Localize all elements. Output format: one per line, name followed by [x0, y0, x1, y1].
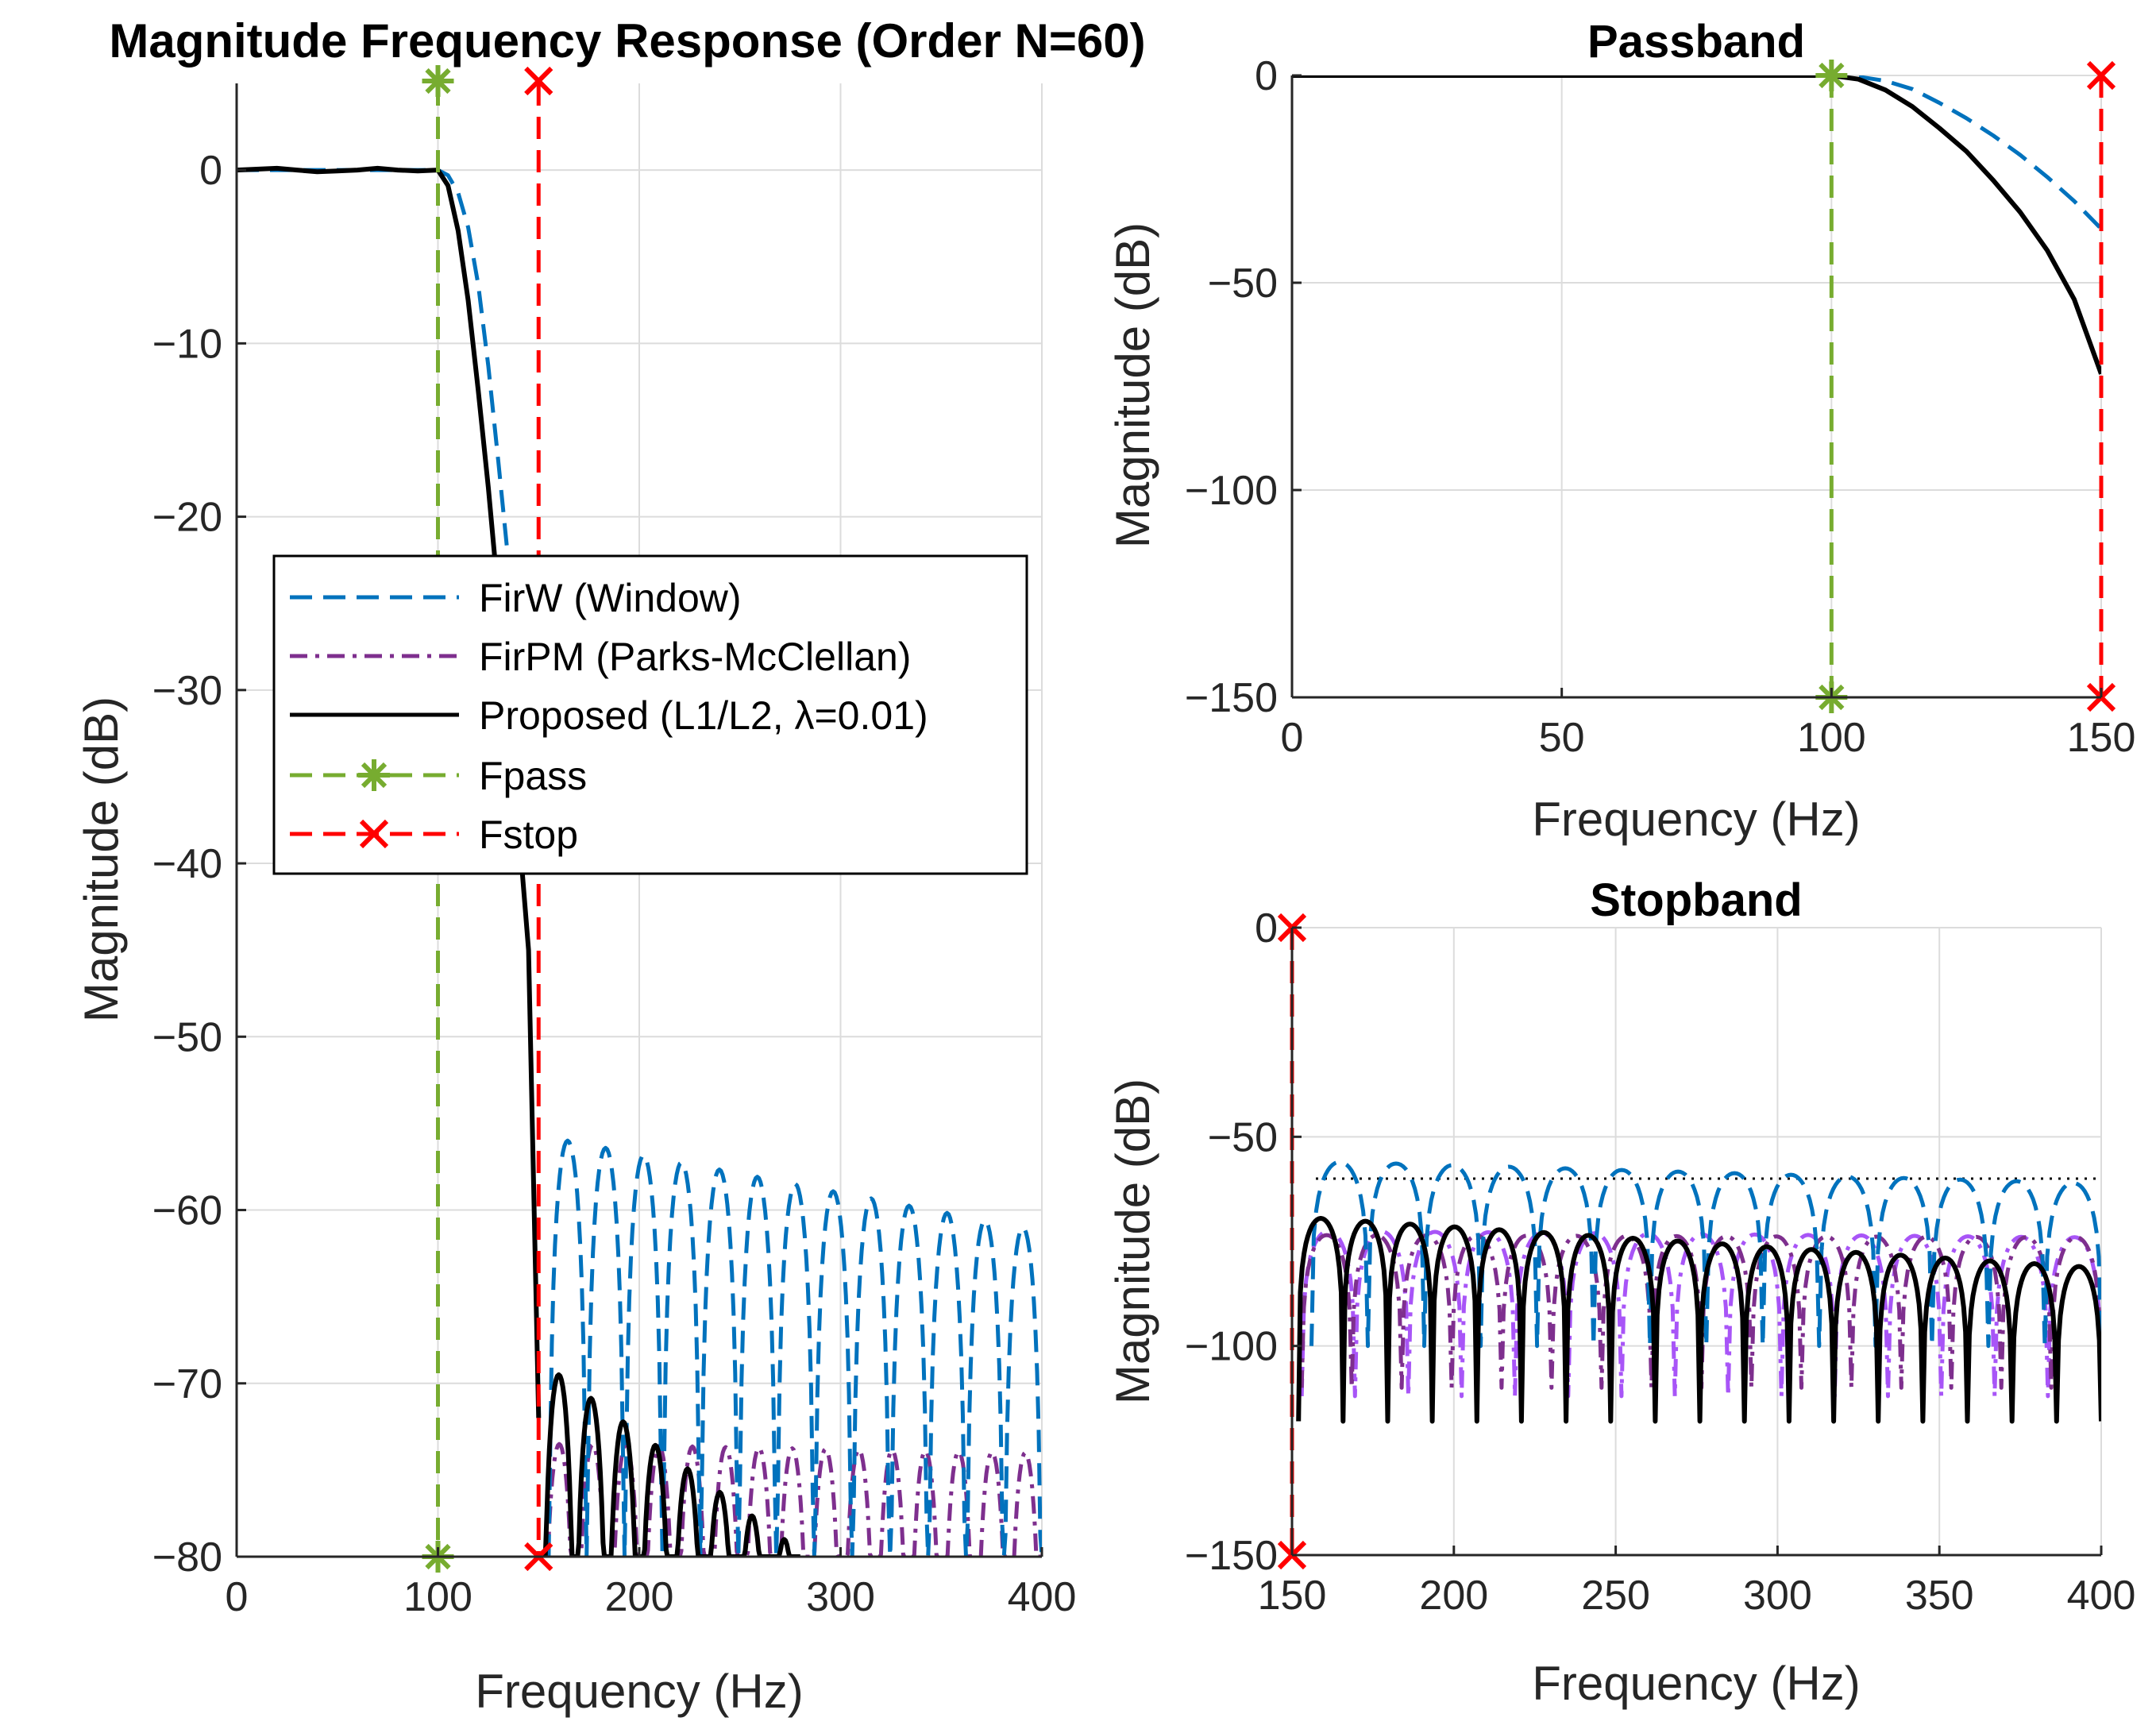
fpass-top-marker — [422, 65, 454, 97]
x-tick-label: 150 — [2067, 715, 2136, 761]
passband-threshold-lines — [1815, 60, 2116, 713]
y-tick-label: −30 — [152, 668, 222, 714]
passband-y-axis-label: Magnitude (dB) — [1106, 222, 1159, 548]
stopband-axis-lines — [1290, 926, 2103, 1557]
stopband-title: Stopband — [1590, 874, 1802, 926]
proposed-stopband-line — [542, 1372, 802, 1557]
fpass-top-marker — [1815, 60, 1848, 91]
y-tick-label: −10 — [152, 321, 222, 367]
legend-marker-fstop — [359, 819, 389, 849]
legend: FirW (Window) FirPM (Parks-McClellan) Pr… — [272, 554, 1028, 875]
firw-stopband-line — [1309, 1160, 2101, 1349]
firpm-stopband-line — [542, 1442, 1042, 1557]
x-tick-label: 200 — [1419, 1573, 1488, 1619]
legend-marker-fpass — [358, 759, 390, 791]
y-tick-label: −20 — [152, 495, 222, 541]
main-axis-lines — [235, 83, 1043, 1558]
y-tick-label: −100 — [1185, 468, 1278, 514]
passband-tick-labels: 0 50 100 150 0 −50 −100 −150 — [1185, 53, 2136, 761]
fstop-top-marker — [2086, 60, 2116, 91]
stopband-x-axis-label: Frequency (Hz) — [1532, 1657, 1860, 1710]
x-tick-label: 100 — [403, 1574, 472, 1620]
stopband-tick-labels: 150 200 250 300 350 400 0 −50 −100 −150 — [1185, 905, 2136, 1619]
y-tick-label: −70 — [152, 1361, 222, 1407]
passband-plot-area — [1292, 75, 2101, 697]
passband-series — [1292, 75, 2101, 375]
x-tick-label: 0 — [226, 1574, 249, 1620]
proposed-series-line — [1292, 75, 2101, 375]
x-tick-label: 100 — [1797, 715, 1866, 761]
firw-stopband-line — [546, 1138, 1042, 1557]
main-y-axis-label: Magnitude (dB) — [75, 697, 128, 1022]
x-tick-label: 400 — [1008, 1574, 1077, 1620]
legend-label-firw: FirW (Window) — [479, 576, 742, 620]
y-tick-label: −50 — [1208, 1114, 1278, 1160]
x-tick-label: 400 — [2067, 1573, 2136, 1619]
x-tick-label: 0 — [1281, 715, 1304, 761]
main-x-axis-label: Frequency (Hz) — [475, 1665, 803, 1718]
y-tick-label: −80 — [152, 1534, 222, 1581]
y-tick-label: −60 — [152, 1188, 222, 1234]
y-tick-label: −50 — [152, 1014, 222, 1060]
x-tick-label: 50 — [1539, 715, 1585, 761]
y-tick-label: 0 — [1255, 905, 1278, 951]
stopband-y-axis-label: Magnitude (dB) — [1106, 1079, 1159, 1404]
legend-label-fpass: Fpass — [479, 754, 587, 798]
passband-axis-lines — [1290, 74, 2103, 699]
x-tick-label: 200 — [605, 1574, 674, 1620]
x-tick-label: 150 — [1258, 1573, 1327, 1619]
x-tick-label: 300 — [1743, 1573, 1812, 1619]
x-tick-label: 350 — [1905, 1573, 1974, 1619]
y-tick-label: −40 — [152, 841, 222, 887]
y-tick-label: −150 — [1185, 675, 1278, 721]
x-tick-label: 250 — [1581, 1573, 1650, 1619]
y-tick-label: −100 — [1185, 1324, 1278, 1370]
fstop-top-marker — [524, 66, 553, 96]
x-tick-label: 300 — [806, 1574, 875, 1620]
y-tick-label: −50 — [1208, 261, 1278, 307]
main-tick-labels: 0 100 200 300 400 0 −10 −20 −30 −40 −50 −60 −70 −80 — [152, 148, 1077, 1620]
legend-label-firpm: FirPM (Parks-McClellan) — [479, 635, 911, 679]
passband-axes: 0 50 100 150 0 −50 −100 −150 Passband Frequency… — [1106, 16, 2135, 846]
y-tick-label: 0 — [199, 148, 222, 194]
main-axes: 0 100 200 300 400 0 −10 −20 −30 −40 −50 −60 −70 −80 M… — [75, 14, 1146, 1718]
legend-label-fstop: Fstop — [479, 812, 578, 857]
stopband-series — [1296, 1160, 2101, 1424]
y-tick-label: 0 — [1255, 53, 1278, 99]
proposed-stopband-line — [1296, 1216, 2101, 1424]
passband-x-axis-label: Frequency (Hz) — [1532, 793, 1860, 846]
passband-title: Passband — [1587, 16, 1805, 68]
main-chart-title: Magnitude Frequency Response (Order N=60… — [109, 14, 1145, 68]
y-tick-label: −150 — [1185, 1533, 1278, 1579]
firw-series-line — [1292, 75, 2101, 230]
stopband-plot-area — [1292, 928, 2101, 1555]
legend-label-proposed: Proposed (L1/L2, λ=0.01) — [479, 693, 928, 738]
